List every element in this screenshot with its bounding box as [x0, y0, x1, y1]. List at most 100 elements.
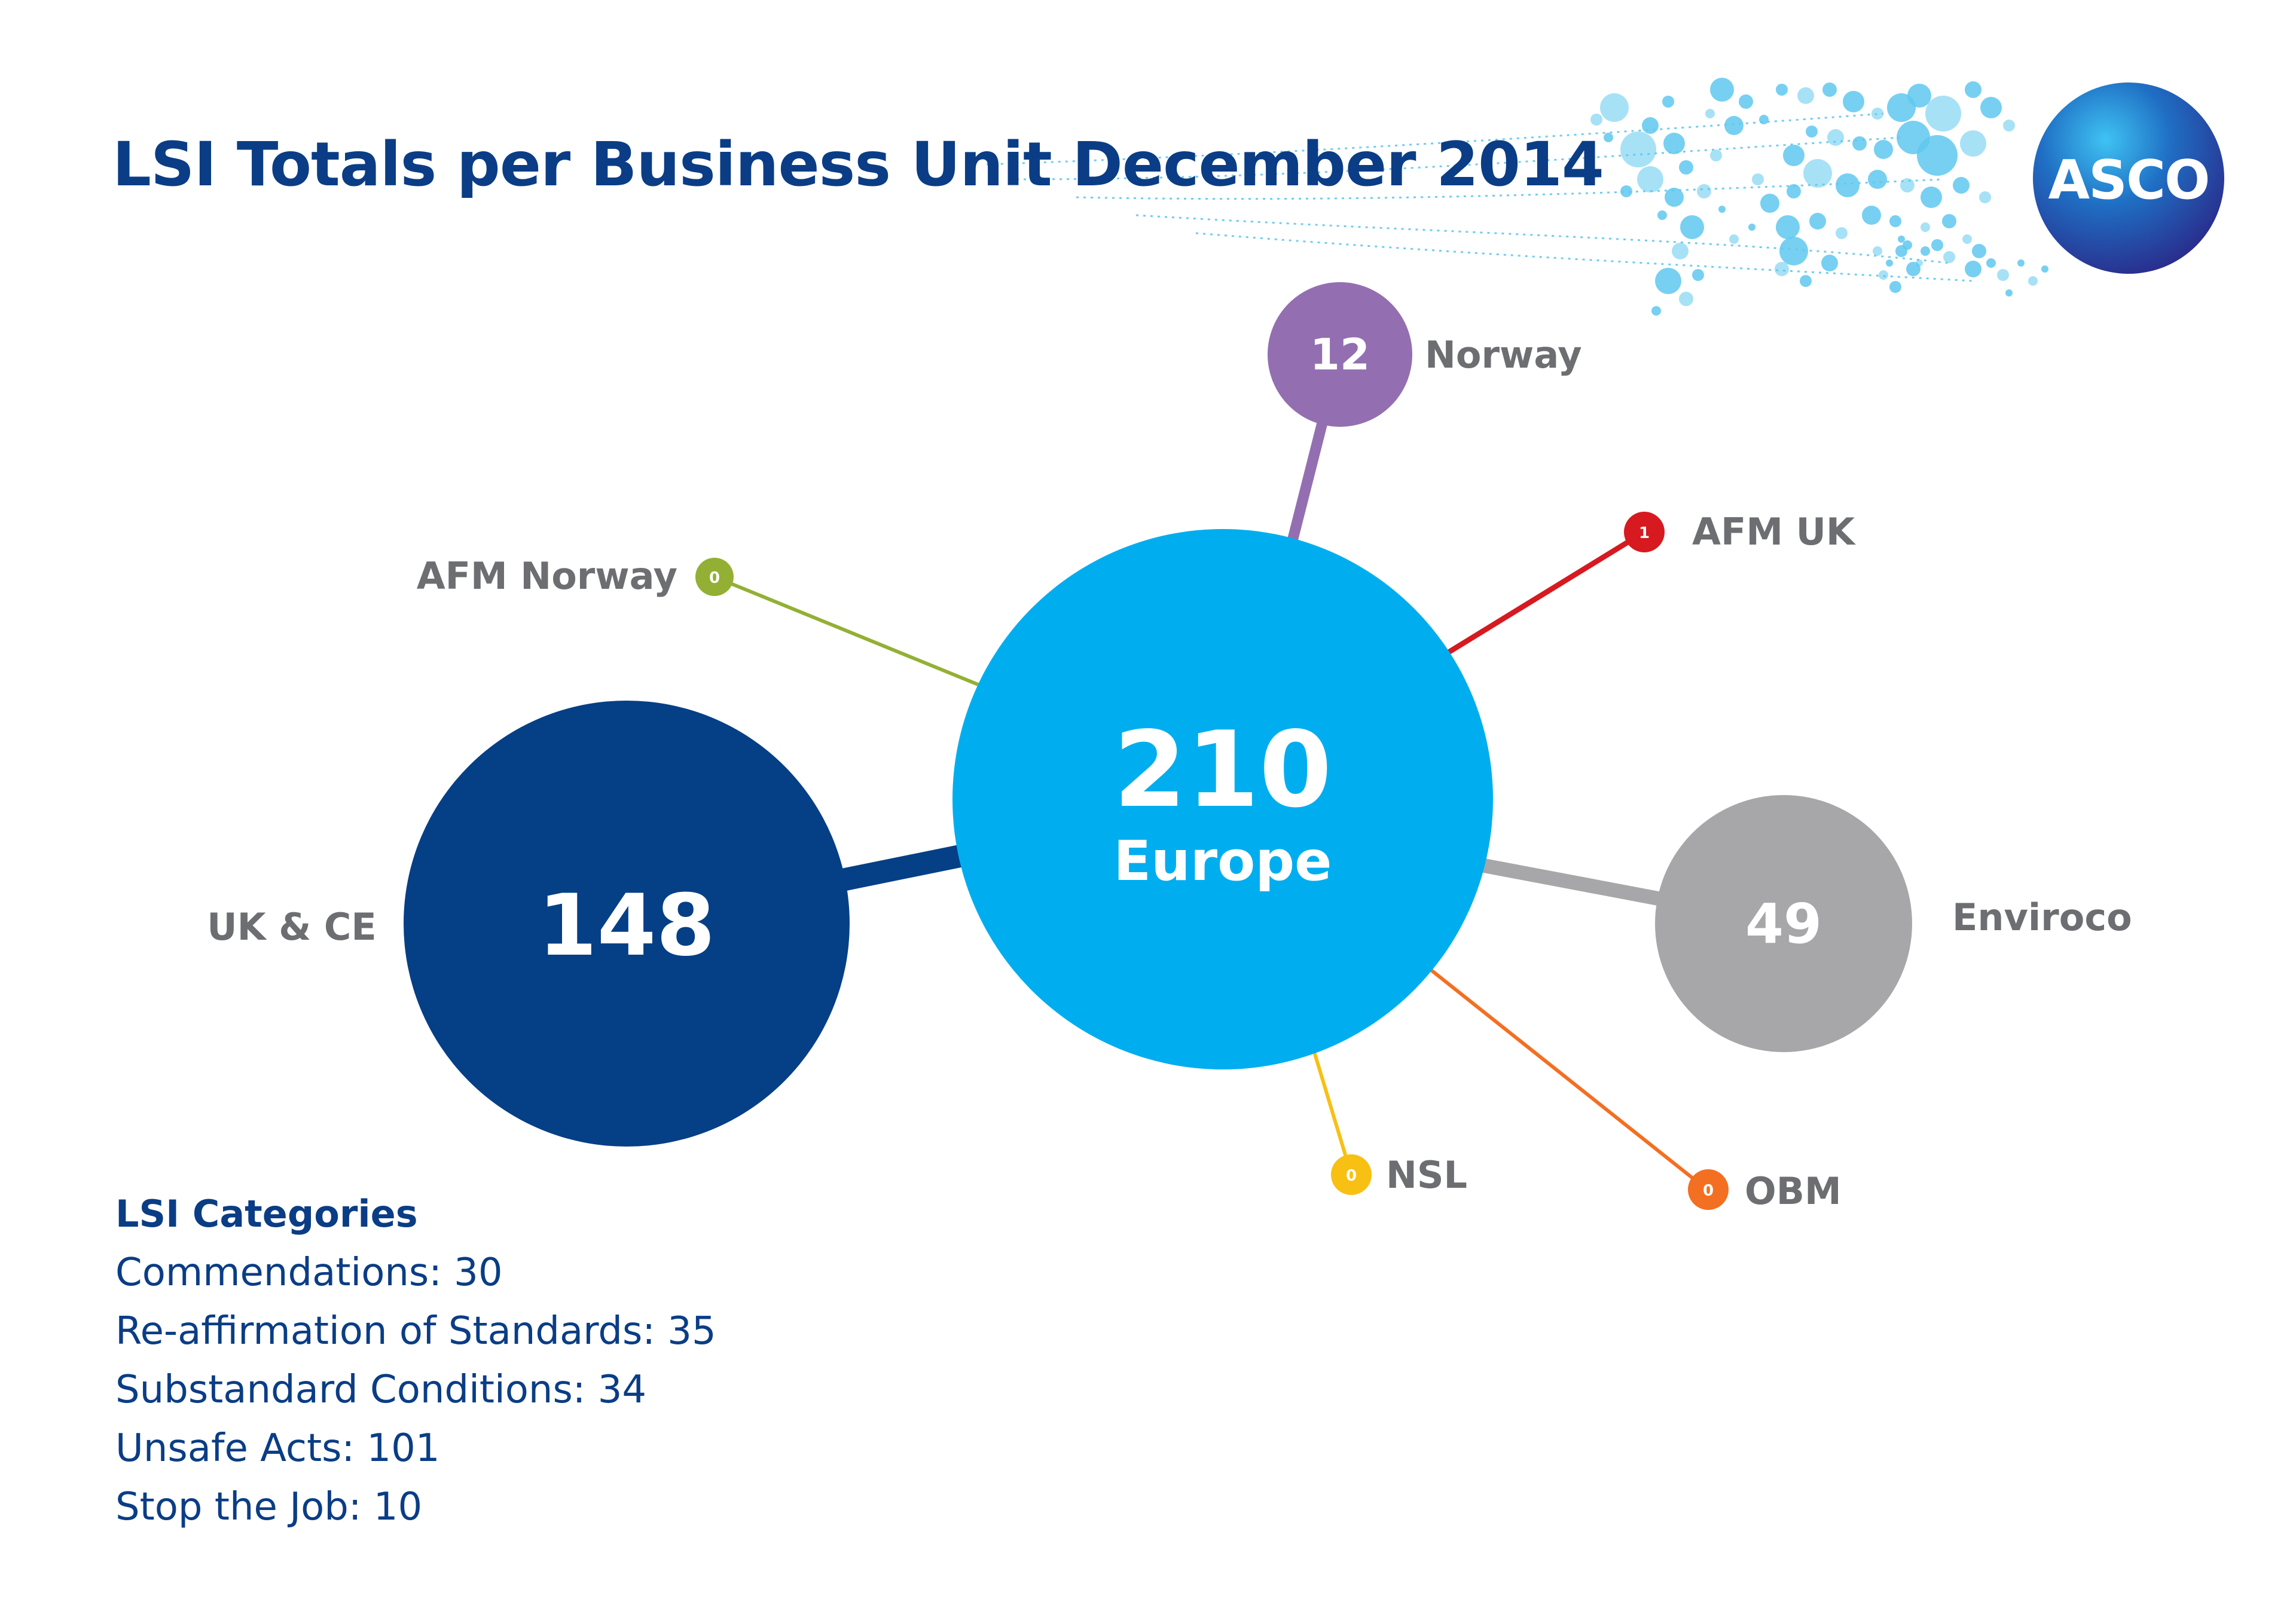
map-dot	[1800, 275, 1812, 287]
map-dot	[1680, 215, 1704, 239]
map-dot	[1679, 292, 1693, 306]
unit-norway-circle	[1268, 282, 1412, 427]
map-dot	[1783, 145, 1805, 166]
page-title: LSI Totals per Business Unit December 20…	[112, 129, 1604, 200]
map-dot	[1868, 170, 1887, 189]
unit-afm-norway-circle	[695, 558, 734, 596]
unit-afm-norway-label: AFM Norway	[417, 554, 677, 598]
map-dot	[1843, 91, 1864, 112]
map-dot	[1752, 173, 1764, 185]
map-dot	[1821, 255, 1838, 271]
unit-norway-label: Norway	[1425, 333, 1582, 377]
map-dot	[1972, 244, 1986, 258]
connector-obm	[1428, 967, 1708, 1191]
map-dot	[1600, 93, 1629, 122]
logo-text: ASCO	[2048, 149, 2209, 212]
logo-orb	[2033, 82, 2224, 274]
connector-enviroco	[1457, 854, 1682, 910]
hub-europe: 210 Europe	[952, 529, 1493, 1069]
map-dot	[1710, 78, 1734, 102]
map-dot	[1873, 246, 1882, 256]
map-dot	[1943, 251, 1955, 263]
connector-afm-norway	[713, 575, 994, 692]
map-dot	[1672, 243, 1689, 259]
unit-enviroco-label: Enviroco	[1952, 895, 2132, 939]
map-dot	[1779, 237, 1808, 265]
unit-obm-label: OBM	[1745, 1169, 1842, 1213]
map-dot	[1836, 227, 1848, 239]
map-dot	[1809, 213, 1826, 230]
map-dot	[1871, 108, 1883, 120]
unit-norway-value: 12	[1310, 329, 1370, 380]
map-dot	[1942, 214, 1956, 228]
map-dot	[1886, 259, 1893, 267]
map-dot	[1655, 268, 1681, 294]
map-dot	[1803, 159, 1832, 188]
map-dot	[1739, 94, 1753, 109]
map-dot	[1965, 81, 1981, 98]
map-dot	[1705, 109, 1715, 118]
connector-afm-uk	[1433, 530, 1646, 663]
unit-uk-ce-label: UK & CE	[207, 905, 376, 949]
map-dot	[1852, 136, 1867, 151]
map-dot	[1898, 236, 1905, 243]
map-dot	[1776, 84, 1788, 96]
map-dot	[1900, 178, 1915, 192]
map-dot	[1862, 206, 1881, 225]
map-dot	[1729, 234, 1739, 244]
map-dot	[1662, 96, 1674, 108]
world-map-decoration	[986, 78, 2048, 316]
map-dot	[1748, 224, 1755, 231]
map-dot	[1931, 239, 1943, 251]
map-dot	[1679, 160, 1693, 175]
map-dot	[1651, 306, 1661, 316]
unit-afm-uk-value: 1	[1639, 524, 1650, 542]
map-dot	[1665, 188, 1684, 207]
unit-enviroco: 49 Enviroco	[1655, 795, 2132, 1052]
map-dot	[1760, 194, 1779, 213]
map-dot	[1642, 117, 1659, 134]
map-dot	[1697, 184, 1711, 198]
unit-enviroco-circle	[1655, 795, 1912, 1052]
map-dot	[1889, 215, 1901, 227]
map-dot	[1921, 246, 1930, 256]
map-dot	[1620, 185, 1632, 197]
map-dot	[1903, 240, 1912, 250]
map-dot	[1787, 184, 1801, 198]
unit-afm-uk-label: AFM UK	[1692, 510, 1856, 554]
map-dot	[2005, 289, 2013, 297]
map-dot	[2003, 120, 2015, 132]
unit-obm-value: 0	[1703, 1182, 1714, 1200]
map-dot	[2041, 265, 2048, 273]
category-item: Stop the Job: 10	[115, 1485, 422, 1529]
unit-obm-circle	[1688, 1169, 1729, 1210]
map-dot	[1759, 115, 1769, 124]
category-item: Substandard Conditions: 34	[115, 1368, 646, 1412]
unit-nsl-label: NSL	[1386, 1153, 1467, 1197]
map-dot	[1916, 259, 1923, 267]
unit-afm-uk-circle	[1624, 512, 1665, 552]
map-dot	[1962, 234, 1972, 244]
map-dot	[1921, 222, 1930, 232]
unit-obm: 0 OBM	[1688, 1169, 1842, 1213]
map-dot	[1986, 258, 1996, 268]
map-dot	[1925, 96, 1961, 132]
hub-label: Europe	[1113, 829, 1332, 893]
map-dot	[1874, 140, 1893, 159]
map-dot	[1836, 173, 1860, 197]
map-dot	[1797, 87, 1814, 104]
map-dot	[1917, 135, 1958, 176]
map-dot	[1960, 130, 1986, 157]
unit-norway: 12 Norway	[1268, 282, 1582, 427]
unit-afm-norway: 0 AFM Norway	[417, 554, 734, 598]
map-dot	[1637, 166, 1663, 192]
asco-logo: ASCO	[2033, 82, 2224, 274]
lsi-categories: LSI Categories Commendations: 30 Re-affi…	[115, 1192, 716, 1529]
unit-nsl-value: 0	[1346, 1167, 1357, 1185]
unit-uk-ce-circle	[404, 701, 850, 1147]
map-dot	[1953, 177, 1970, 194]
map-dot	[1620, 132, 1656, 167]
unit-afm-norway-value: 0	[709, 569, 720, 587]
unit-nsl: 0 NSL	[1331, 1153, 1467, 1197]
